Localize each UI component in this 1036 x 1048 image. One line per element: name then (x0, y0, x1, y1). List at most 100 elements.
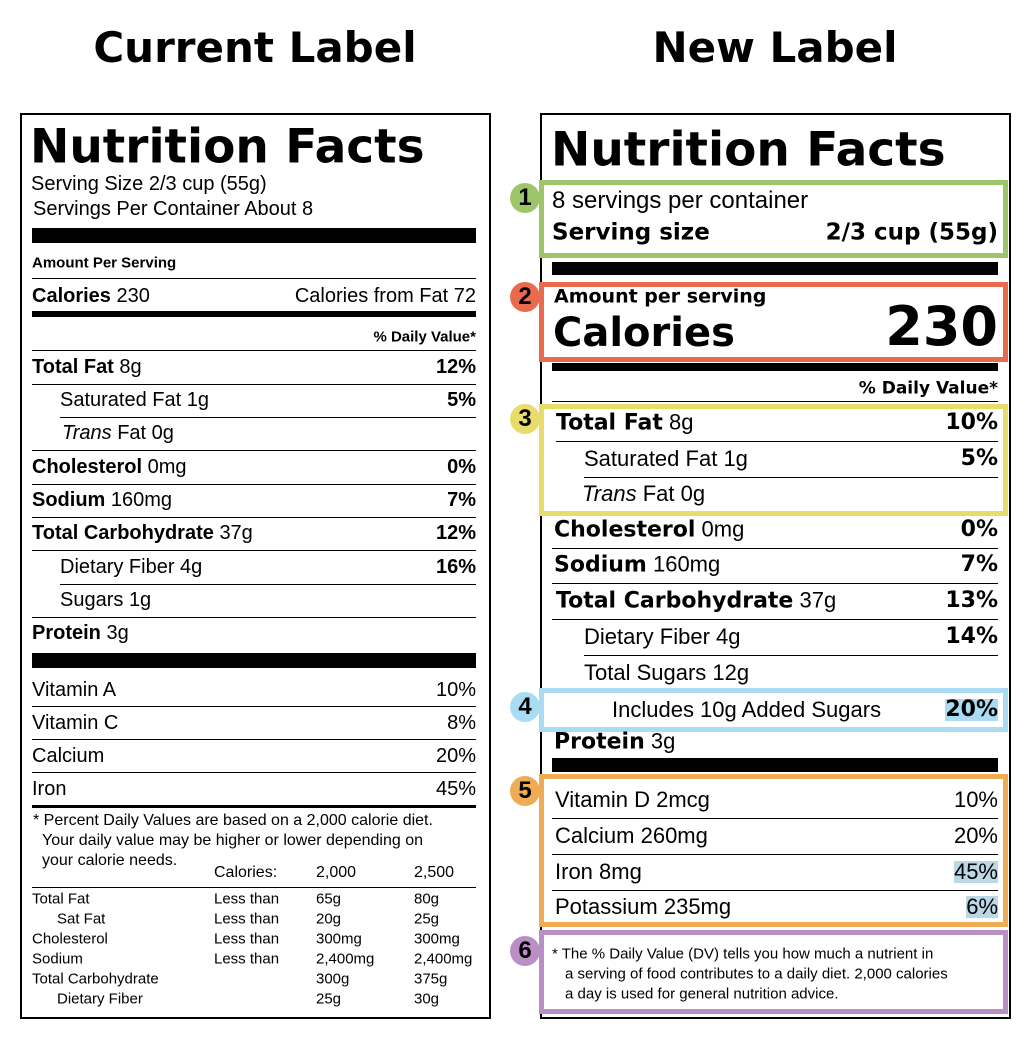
dv-table-cell: Sat Fat (57, 910, 106, 928)
vitamin-amount: 2mcg (656, 787, 710, 812)
rule (584, 655, 998, 656)
nutrient-dv: 0% (447, 456, 476, 478)
nutrient-dv: 10% (945, 410, 998, 435)
rule (32, 739, 476, 740)
table-header: 2,500 (414, 864, 455, 881)
nutrient-name: Total Carbohydrate (556, 588, 794, 614)
vitamin-name: Vitamin D (555, 787, 650, 812)
nutrient-name: Fat (117, 422, 147, 444)
nutrient-dv: 7% (447, 489, 476, 511)
vitamin: Iron 8mg (555, 861, 642, 883)
dv-table-cell: 65g (316, 890, 342, 908)
rule (32, 617, 476, 618)
vitamin-name: Iron (32, 778, 67, 800)
nutrient: Cholesterol 0mg (32, 457, 187, 477)
servings: Servings Per Container About 8 (33, 198, 314, 220)
nutrient-name: Total Fat (556, 410, 663, 436)
dv-table-cell: 80g (414, 890, 440, 908)
vitamin-dv: 6% (966, 894, 998, 919)
callout-number: 5 (510, 776, 540, 806)
nutrient: Sodium 160mg (32, 490, 172, 510)
label-title: Nutrition Facts (30, 119, 425, 175)
rule (556, 441, 998, 442)
nutrient-name: Cholesterol (554, 517, 696, 543)
nutrient: Sugars 1g (60, 590, 151, 610)
label-frame (540, 113, 1011, 1019)
dv-table-cell: Total Carbohydrate (32, 970, 159, 988)
label-title: Nutrition Facts (551, 122, 946, 178)
vitamin-dv: 45% (953, 859, 998, 884)
thick-rule (32, 653, 476, 668)
heading: Current Label (93, 23, 417, 72)
nutrient-amount: 8g (119, 356, 142, 378)
nutrient: Total Carbohydrate 37g (32, 523, 253, 543)
nutrient-name: Fat (642, 481, 675, 506)
vitamin-name: Potassium (555, 894, 658, 919)
rule (32, 887, 476, 888)
heading: New Label (652, 23, 898, 72)
dv-table-cell: 30g (414, 990, 440, 1008)
rule (60, 584, 476, 585)
dv-table-cell: 375g (414, 970, 448, 988)
rule (584, 477, 998, 478)
nutrient-amount: 3g (106, 622, 129, 644)
nutrient-amount: 37g (219, 522, 253, 544)
dv-header: % Daily Value* (858, 378, 998, 399)
vitamin: Calcium 260mg (555, 825, 708, 847)
callout-number: 3 (510, 404, 540, 434)
dv-table-cell: 300mg (414, 930, 460, 948)
nutrient-dv: 12% (435, 522, 476, 544)
nutrient-name: Total Sugars (584, 660, 707, 685)
callout-number: 4 (510, 692, 540, 722)
nutrient: Trans Fat 0g (582, 483, 705, 505)
nutrient: Total Fat 8g (556, 410, 693, 436)
nutrient-name: Cholesterol (32, 456, 143, 478)
nutrient: Dietary Fiber 4g (60, 557, 202, 577)
nutrient-dv: 16% (435, 556, 476, 578)
vitamin-name: Calcium (555, 823, 635, 848)
callout-box (539, 180, 1008, 258)
calories: Calories 230 (32, 286, 150, 306)
nutrient: Total Sugars 12g (584, 662, 749, 684)
nutrient-amount: 4g (716, 624, 741, 649)
thick-rule (552, 758, 998, 772)
rule (552, 401, 998, 402)
serving-size-label: Serving size (552, 219, 710, 246)
table-header: Calories: (214, 864, 278, 881)
nutrient-amount: 3g (650, 728, 676, 754)
nutrient-dv: 20% (945, 697, 998, 722)
vitamin-dv: 20% (435, 745, 476, 767)
nutrient-amount: 1g (723, 446, 748, 471)
medium-rule (32, 311, 476, 317)
nutrient: Total Carbohydrate 37g (556, 587, 837, 614)
vitamin-dv: 10% (953, 787, 998, 812)
callout-number: 1 (510, 183, 540, 213)
nutrient-dv: 13% (945, 588, 998, 613)
calories-value: 230 (885, 295, 998, 358)
nutrient-amount: 160mg (110, 489, 173, 511)
nutrient: Protein 3g (554, 728, 676, 754)
dv-table-cell: Less than (214, 890, 280, 908)
rule (32, 450, 476, 451)
nutrient-name-italic: Trans (582, 481, 637, 506)
nutrient-name: Saturated Fat (60, 389, 182, 411)
vitamin: Potassium 235mg (555, 896, 731, 918)
callout-box (539, 282, 1008, 362)
dv-table-cell: 300g (316, 970, 350, 988)
callout-box (539, 404, 1008, 516)
nutrient: Cholesterol 0mg (554, 517, 744, 543)
nutrient-name: Total Carbohydrate (32, 522, 214, 544)
dv-table-cell: Total Fat (32, 890, 90, 908)
rule (32, 484, 476, 485)
rule (552, 619, 998, 620)
dv-table-cell: Less than (214, 930, 280, 948)
nutrient-amount: 37g (799, 587, 837, 613)
nutrient-amount: 1g (186, 389, 209, 411)
nutrient-amount: 160mg (652, 551, 721, 577)
callout-number: 6 (510, 936, 540, 966)
rule (552, 890, 998, 891)
callout-box (539, 688, 1008, 732)
rule (32, 805, 476, 808)
nutrient-amount: 0g (680, 481, 706, 506)
nutrient-dv: 5% (447, 389, 476, 411)
